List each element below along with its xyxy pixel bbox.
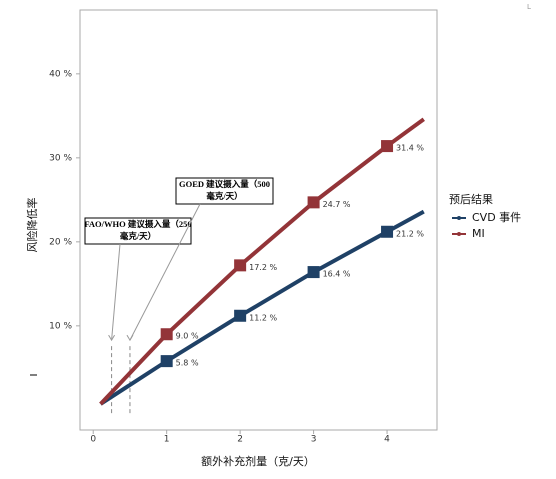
annotation-text: FAO/WHO 建议摄入量（250 [84,219,191,229]
arrow-head [126,334,134,342]
legend-dot [457,232,461,236]
series-line [99,117,425,406]
annotation-box [84,217,192,245]
x-axis-title: 额外补充剂量（克/天） [201,454,315,468]
point-marker [234,309,247,322]
point-marker [381,140,394,153]
point-marker [307,266,320,279]
arrow-head [108,334,116,342]
legend-dot [457,216,461,220]
data-label: 24.7 % [323,200,351,209]
data-label: 5.8 % [176,359,199,368]
annotation-text: 毫克/天） [206,191,242,201]
legend-title: 预后结果 [449,193,493,206]
x-tick-label: 4 [384,435,390,445]
y-tick-label: 10 % [49,321,72,331]
plot-frame [79,9,438,431]
data-label: 16.4 % [323,270,351,279]
point-marker [381,225,394,238]
series-line [99,209,425,406]
data-label: 11.2 % [249,313,277,322]
point-marker [307,196,320,209]
data-label: 17.2 % [249,263,277,272]
annotation-arrow [111,243,121,341]
data-label: 9.0 % [176,332,199,341]
x-tick-label: 2 [237,435,243,445]
point-marker [160,355,173,368]
x-tick-label: 1 [164,435,170,445]
annotation-text: 毫克/天） [120,231,156,241]
corner-mark: L [527,3,531,11]
point-marker [234,259,247,272]
x-tick-label: 3 [311,435,317,445]
legend-label: CVD 事件 [472,211,521,224]
annotation-text: GOED 建议摄入量（500 [179,179,270,189]
annotation-box [175,177,274,205]
data-label: 31.4 % [396,144,424,153]
legend-label: MI [472,227,485,240]
y-tick-label: 20 % [49,237,72,247]
data-label: 21.2 % [396,229,424,238]
x-tick-label: 0 [90,435,96,445]
y-tick-label: 30 % [49,153,72,163]
annotation-arrow [129,203,201,341]
y-tick-label: 40 % [49,69,72,79]
point-marker [160,328,173,341]
y-axis-title: 风险降低率 [25,198,39,253]
